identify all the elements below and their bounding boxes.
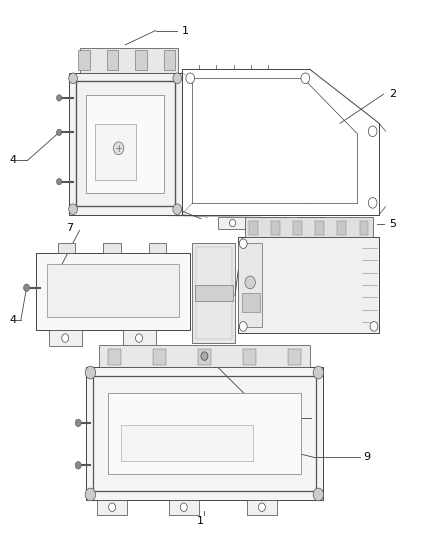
Polygon shape (249, 221, 257, 235)
Polygon shape (194, 285, 233, 301)
Text: 9: 9 (363, 453, 370, 463)
Polygon shape (108, 393, 301, 474)
Circle shape (180, 503, 187, 512)
Polygon shape (243, 293, 260, 312)
Polygon shape (238, 243, 262, 327)
Polygon shape (245, 217, 373, 237)
Circle shape (308, 219, 314, 227)
Polygon shape (293, 221, 302, 235)
Circle shape (368, 198, 377, 208)
Circle shape (368, 126, 377, 136)
Circle shape (62, 334, 69, 342)
Text: 6: 6 (245, 228, 252, 238)
Polygon shape (192, 243, 235, 343)
Circle shape (75, 462, 81, 469)
Circle shape (239, 239, 247, 248)
Circle shape (56, 179, 62, 185)
Polygon shape (95, 124, 136, 180)
Circle shape (245, 276, 255, 289)
Circle shape (301, 73, 310, 84)
Circle shape (69, 73, 77, 84)
Text: 7: 7 (66, 223, 73, 233)
Polygon shape (297, 217, 325, 229)
Polygon shape (169, 500, 199, 515)
Circle shape (200, 428, 209, 439)
Polygon shape (135, 50, 146, 70)
Polygon shape (316, 221, 324, 235)
Polygon shape (121, 424, 253, 461)
Circle shape (69, 204, 77, 215)
Polygon shape (47, 264, 180, 317)
Polygon shape (107, 50, 118, 70)
Polygon shape (238, 237, 379, 333)
Circle shape (135, 334, 142, 342)
Circle shape (56, 95, 62, 101)
Circle shape (186, 73, 194, 84)
Polygon shape (86, 367, 323, 500)
Circle shape (313, 488, 323, 501)
Polygon shape (153, 349, 166, 365)
Polygon shape (99, 345, 310, 367)
Circle shape (239, 321, 247, 331)
Polygon shape (97, 500, 127, 515)
Polygon shape (198, 349, 211, 365)
Circle shape (114, 142, 124, 155)
Polygon shape (247, 500, 277, 515)
Polygon shape (164, 50, 175, 70)
Polygon shape (58, 243, 75, 253)
Circle shape (173, 204, 182, 215)
Polygon shape (123, 330, 156, 346)
Polygon shape (257, 217, 286, 229)
Circle shape (229, 219, 236, 227)
Polygon shape (218, 217, 247, 229)
Circle shape (75, 419, 81, 426)
Polygon shape (36, 253, 190, 330)
Polygon shape (337, 221, 346, 235)
Polygon shape (86, 95, 164, 193)
Polygon shape (271, 221, 280, 235)
Text: 4: 4 (9, 156, 16, 165)
Circle shape (85, 366, 96, 379)
Polygon shape (49, 330, 82, 346)
Polygon shape (80, 47, 178, 73)
Polygon shape (194, 285, 233, 301)
Circle shape (85, 488, 96, 501)
Circle shape (173, 73, 182, 84)
Text: 1: 1 (182, 26, 189, 36)
Polygon shape (104, 243, 121, 253)
Polygon shape (69, 73, 182, 215)
Text: 5: 5 (389, 219, 396, 229)
Text: 4: 4 (9, 314, 16, 325)
Text: 8: 8 (314, 413, 321, 423)
Text: 2: 2 (389, 89, 396, 99)
Circle shape (313, 366, 323, 379)
Polygon shape (243, 349, 256, 365)
Circle shape (269, 219, 275, 227)
Circle shape (201, 352, 208, 360)
Circle shape (370, 321, 378, 331)
Polygon shape (108, 349, 121, 365)
Circle shape (56, 129, 62, 135)
Polygon shape (78, 50, 90, 70)
Polygon shape (149, 243, 166, 253)
Text: 1: 1 (197, 516, 204, 526)
Polygon shape (360, 221, 368, 235)
Polygon shape (288, 349, 301, 365)
Circle shape (109, 503, 116, 512)
Circle shape (258, 503, 265, 512)
Circle shape (24, 284, 30, 292)
